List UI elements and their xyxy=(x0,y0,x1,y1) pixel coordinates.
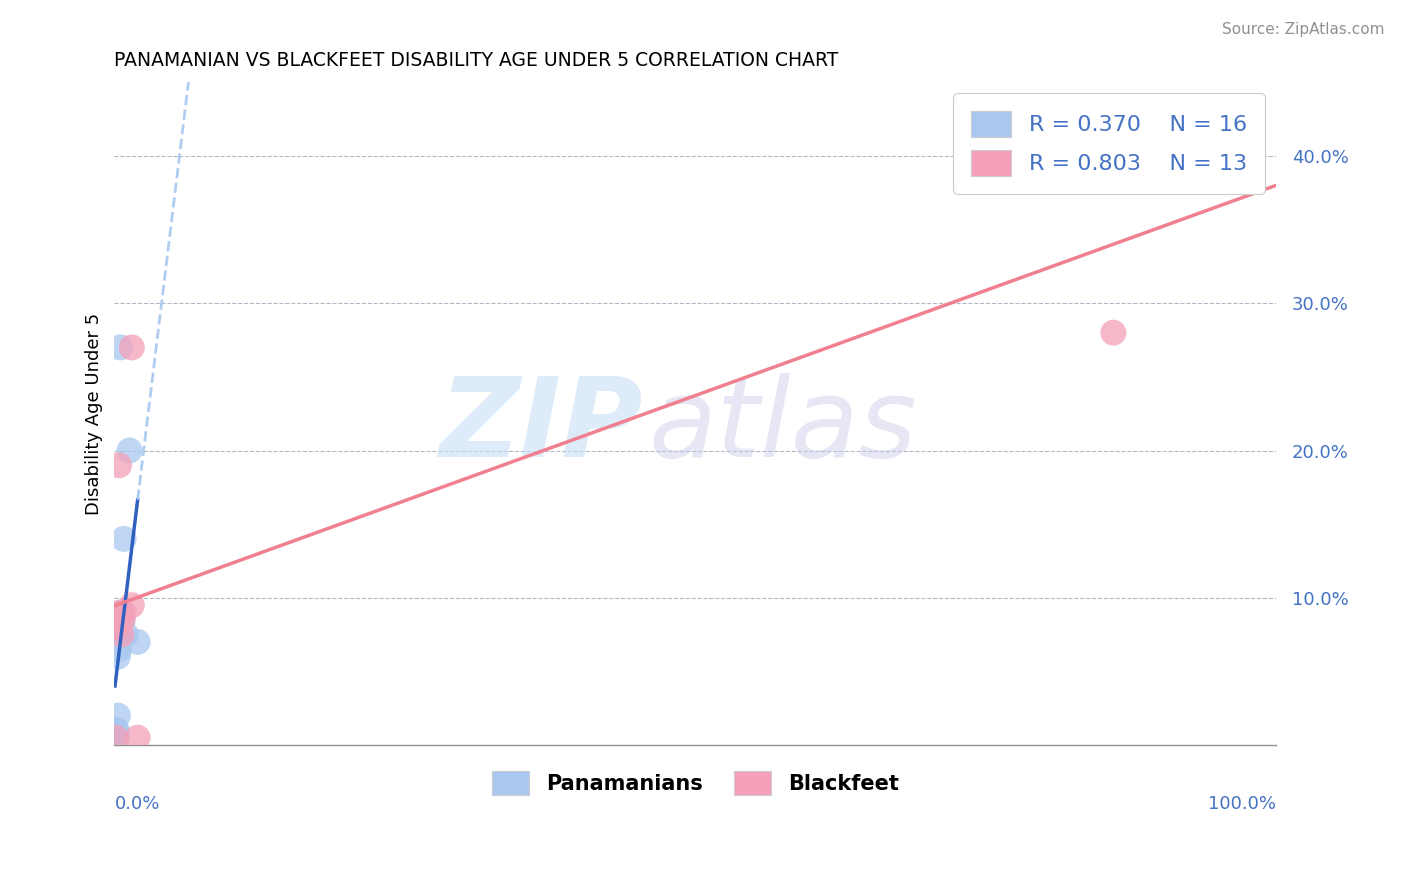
Text: 0.0%: 0.0% xyxy=(114,795,160,813)
Point xyxy=(110,606,132,620)
Point xyxy=(110,627,132,641)
Text: Source: ZipAtlas.com: Source: ZipAtlas.com xyxy=(1222,22,1385,37)
Point xyxy=(121,340,143,354)
Point xyxy=(110,340,132,354)
Point xyxy=(111,613,134,627)
Legend: Panamanians, Blackfeet: Panamanians, Blackfeet xyxy=(479,758,911,807)
Point xyxy=(118,443,141,458)
Point xyxy=(107,613,129,627)
Point xyxy=(107,649,129,664)
Point xyxy=(115,627,138,641)
Text: atlas: atlas xyxy=(648,374,917,481)
Point xyxy=(108,642,131,657)
Point xyxy=(104,738,127,752)
Point xyxy=(110,627,132,641)
Point xyxy=(112,606,135,620)
Point xyxy=(107,708,129,723)
Text: 100.0%: 100.0% xyxy=(1208,795,1277,813)
Point xyxy=(108,458,131,473)
Point xyxy=(105,723,128,738)
Point xyxy=(112,532,135,546)
Point xyxy=(127,635,149,649)
Point xyxy=(121,598,143,612)
Point xyxy=(127,731,149,745)
Text: ZIP: ZIP xyxy=(440,374,643,481)
Point xyxy=(104,731,127,745)
Point xyxy=(105,731,128,745)
Y-axis label: Disability Age Under 5: Disability Age Under 5 xyxy=(86,312,103,515)
Point xyxy=(104,731,127,745)
Point xyxy=(1102,326,1125,340)
Point xyxy=(1184,127,1206,141)
Text: PANAMANIAN VS BLACKFEET DISABILITY AGE UNDER 5 CORRELATION CHART: PANAMANIAN VS BLACKFEET DISABILITY AGE U… xyxy=(114,51,839,70)
Point xyxy=(111,613,134,627)
Point xyxy=(104,723,127,738)
Point xyxy=(110,606,132,620)
Point xyxy=(105,620,128,634)
